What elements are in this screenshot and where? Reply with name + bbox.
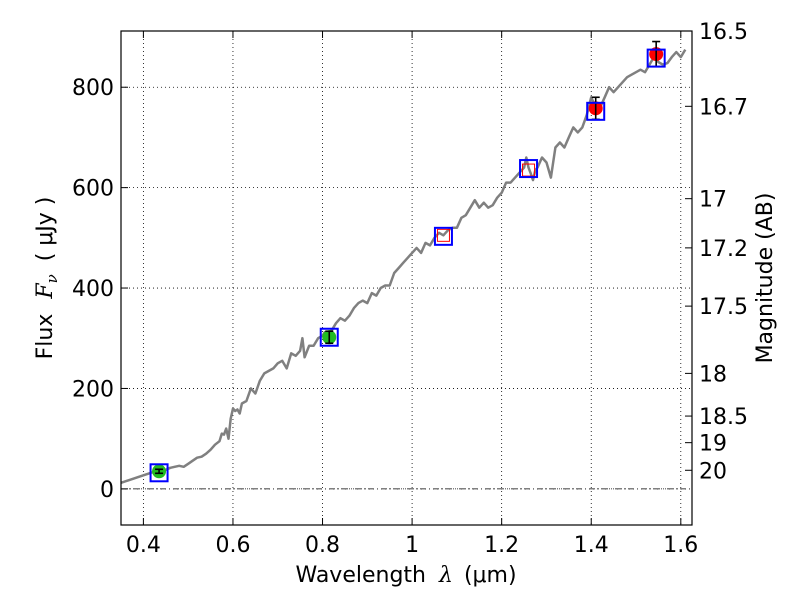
x-tick-label: 0.6 [215,533,250,558]
mag-tick-label: 18.5 [699,405,748,430]
mag-tick-label: 20 [699,459,727,484]
axis-ticks: 0.4 0.6 0.8 1 1.2 1.4 1.6 0 200 400 600 800 16.5 16.7… [72,20,748,558]
y-tick-label: 600 [72,177,114,202]
x-tick-label: 1.2 [484,533,519,558]
data-points [149,40,666,483]
y-tick-label: 200 [72,377,114,402]
model-band-box [149,463,169,483]
y-tick-label: 400 [72,277,114,302]
x-tick-label: 1.6 [663,533,698,558]
mag-tick-label: 17 [699,188,727,213]
x-axis-label: Wavelength λ (μm) [295,563,516,588]
grid-lines [121,31,692,525]
y-tick-label: 0 [100,478,114,503]
model-spectrum [120,48,687,484]
y2-axis-label: Magnitude (AB) [753,193,778,364]
mag-tick-label: 18 [699,362,727,387]
mag-tick-label: 19 [699,432,727,457]
x-tick-label: 0.8 [305,533,340,558]
mag-tick-label: 17.5 [699,295,748,320]
model-spectrum-line [120,48,687,484]
model-band-box [586,101,606,121]
model-band-box [319,327,339,347]
plot-frame [120,30,693,526]
mag-tick-label: 16.7 [699,95,748,120]
model-band-box [519,159,539,179]
mag-tick-label: 17.2 [699,237,748,262]
x-tick-label: 1.4 [574,533,609,558]
y-axis-label: Flux Fν ( μJy ) [33,197,63,360]
model-band-box [646,48,666,68]
x-tick-label: 1 [405,533,419,558]
model-band-box [433,226,453,246]
open-square-marker [436,228,450,242]
mag-tick-label: 16.5 [699,20,748,45]
x-tick-label: 0.4 [126,533,161,558]
y-tick-label: 800 [72,76,114,101]
